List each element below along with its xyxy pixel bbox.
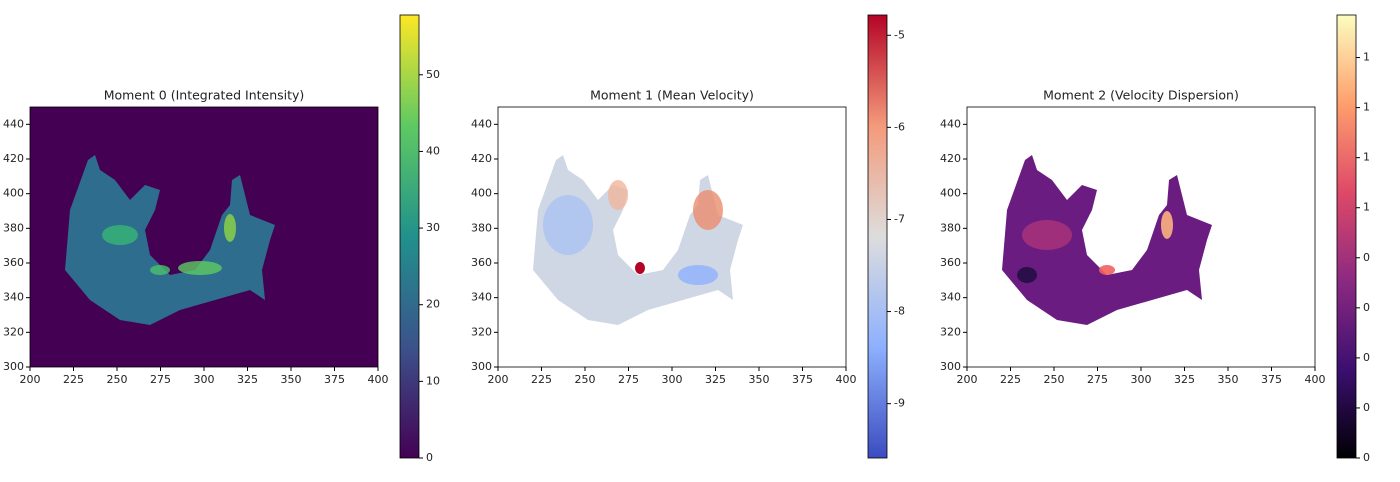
y-tick-label: 340 bbox=[3, 291, 24, 304]
y-tick-label: 300 bbox=[471, 360, 492, 373]
y-tick-label: 400 bbox=[471, 187, 492, 200]
colorbar-tick-label: 30 bbox=[426, 221, 440, 234]
chart-title: Moment 0 (Integrated Intensity) bbox=[104, 88, 305, 103]
colorbar-tick-label: 20 bbox=[426, 298, 440, 311]
image bbox=[1002, 155, 1212, 325]
colorbar-tick-label: 1 bbox=[1363, 101, 1370, 114]
y-tick-label: 300 bbox=[3, 360, 24, 373]
y-tick-label: 360 bbox=[940, 256, 961, 269]
x-tick-label: 225 bbox=[531, 373, 552, 386]
x-tick-label: 325 bbox=[1174, 373, 1195, 386]
x-tick-label: 350 bbox=[281, 373, 302, 386]
y-tick-label: 300 bbox=[940, 360, 961, 373]
chart-title: Moment 2 (Velocity Dispersion) bbox=[1043, 88, 1239, 103]
y-tick-label: 360 bbox=[471, 256, 492, 269]
x-tick-label: 275 bbox=[150, 373, 171, 386]
colorbar-tick-label: 40 bbox=[426, 144, 440, 157]
x-tick-label: 300 bbox=[194, 373, 215, 386]
y-tick-label: 320 bbox=[940, 325, 961, 338]
x-tick-label: 375 bbox=[792, 373, 813, 386]
x-tick-label: 250 bbox=[107, 373, 128, 386]
colorbar bbox=[399, 14, 420, 459]
x-tick-label: 325 bbox=[705, 373, 726, 386]
y-tick-label: 380 bbox=[3, 221, 24, 234]
y-tick-label: 320 bbox=[3, 325, 24, 338]
y-tick-label: 440 bbox=[3, 117, 24, 130]
colorbar-tick-label: 0 bbox=[426, 451, 433, 464]
x-tick-label: 300 bbox=[662, 373, 683, 386]
x-tick-label: 375 bbox=[1261, 373, 1282, 386]
y-tick-label: 440 bbox=[940, 117, 961, 130]
x-tick-label: 200 bbox=[957, 373, 978, 386]
colorbar-tick-label: -7 bbox=[894, 212, 905, 225]
x-tick-label: 350 bbox=[749, 373, 770, 386]
colorbar-tick-label: -6 bbox=[894, 120, 905, 133]
colorbar bbox=[1336, 14, 1357, 459]
colorbar-tick-label: 1 bbox=[1363, 201, 1370, 214]
colorbar bbox=[867, 14, 888, 459]
x-tick-label: 375 bbox=[324, 373, 345, 386]
y-tick-label: 380 bbox=[471, 221, 492, 234]
x-tick-label: 275 bbox=[618, 373, 639, 386]
x-tick-label: 325 bbox=[237, 373, 258, 386]
image bbox=[65, 155, 275, 325]
y-tick-label: 360 bbox=[3, 256, 24, 269]
colorbar-tick-label: -5 bbox=[894, 28, 905, 41]
colorbar-tick-label: 0 bbox=[1363, 401, 1370, 414]
colorbar-tick-label: -9 bbox=[894, 397, 905, 410]
y-tick-label: 420 bbox=[940, 152, 961, 165]
y-tick-label: 420 bbox=[471, 152, 492, 165]
x-tick-label: 275 bbox=[1087, 373, 1108, 386]
y-tick-label: 320 bbox=[471, 325, 492, 338]
x-tick-label: 200 bbox=[20, 373, 41, 386]
x-tick-label: 300 bbox=[1131, 373, 1152, 386]
colorbar-tick-label: 0 bbox=[1363, 351, 1370, 364]
image bbox=[533, 155, 743, 325]
x-tick-label: 200 bbox=[488, 373, 509, 386]
x-tick-label: 250 bbox=[575, 373, 596, 386]
x-tick-label: 225 bbox=[1000, 373, 1021, 386]
y-tick-label: 340 bbox=[940, 291, 961, 304]
x-tick-label: 250 bbox=[1044, 373, 1065, 386]
y-tick-label: 340 bbox=[471, 291, 492, 304]
colorbar-tick-label: 0 bbox=[1363, 301, 1370, 314]
x-tick-label: 400 bbox=[368, 373, 389, 386]
colorbar-tick-label: 50 bbox=[426, 68, 440, 81]
y-tick-label: 400 bbox=[940, 187, 961, 200]
y-tick-label: 420 bbox=[3, 152, 24, 165]
y-tick-label: 380 bbox=[940, 221, 961, 234]
colorbar-tick-label: -8 bbox=[894, 305, 905, 318]
x-tick-label: 400 bbox=[1305, 373, 1326, 386]
y-tick-label: 400 bbox=[3, 187, 24, 200]
x-tick-label: 400 bbox=[836, 373, 857, 386]
colorbar-tick-label: 1 bbox=[1363, 151, 1370, 164]
colorbar-tick-label: 0 bbox=[1363, 251, 1370, 264]
colorbar-tick-label: 10 bbox=[426, 374, 440, 387]
x-tick-label: 225 bbox=[63, 373, 84, 386]
colorbar-tick-label: 0 bbox=[1363, 451, 1370, 464]
colorbar-tick-label: 1 bbox=[1363, 51, 1370, 64]
y-tick-label: 440 bbox=[471, 117, 492, 130]
chart-title: Moment 1 (Mean Velocity) bbox=[590, 88, 754, 103]
x-tick-label: 350 bbox=[1218, 373, 1239, 386]
